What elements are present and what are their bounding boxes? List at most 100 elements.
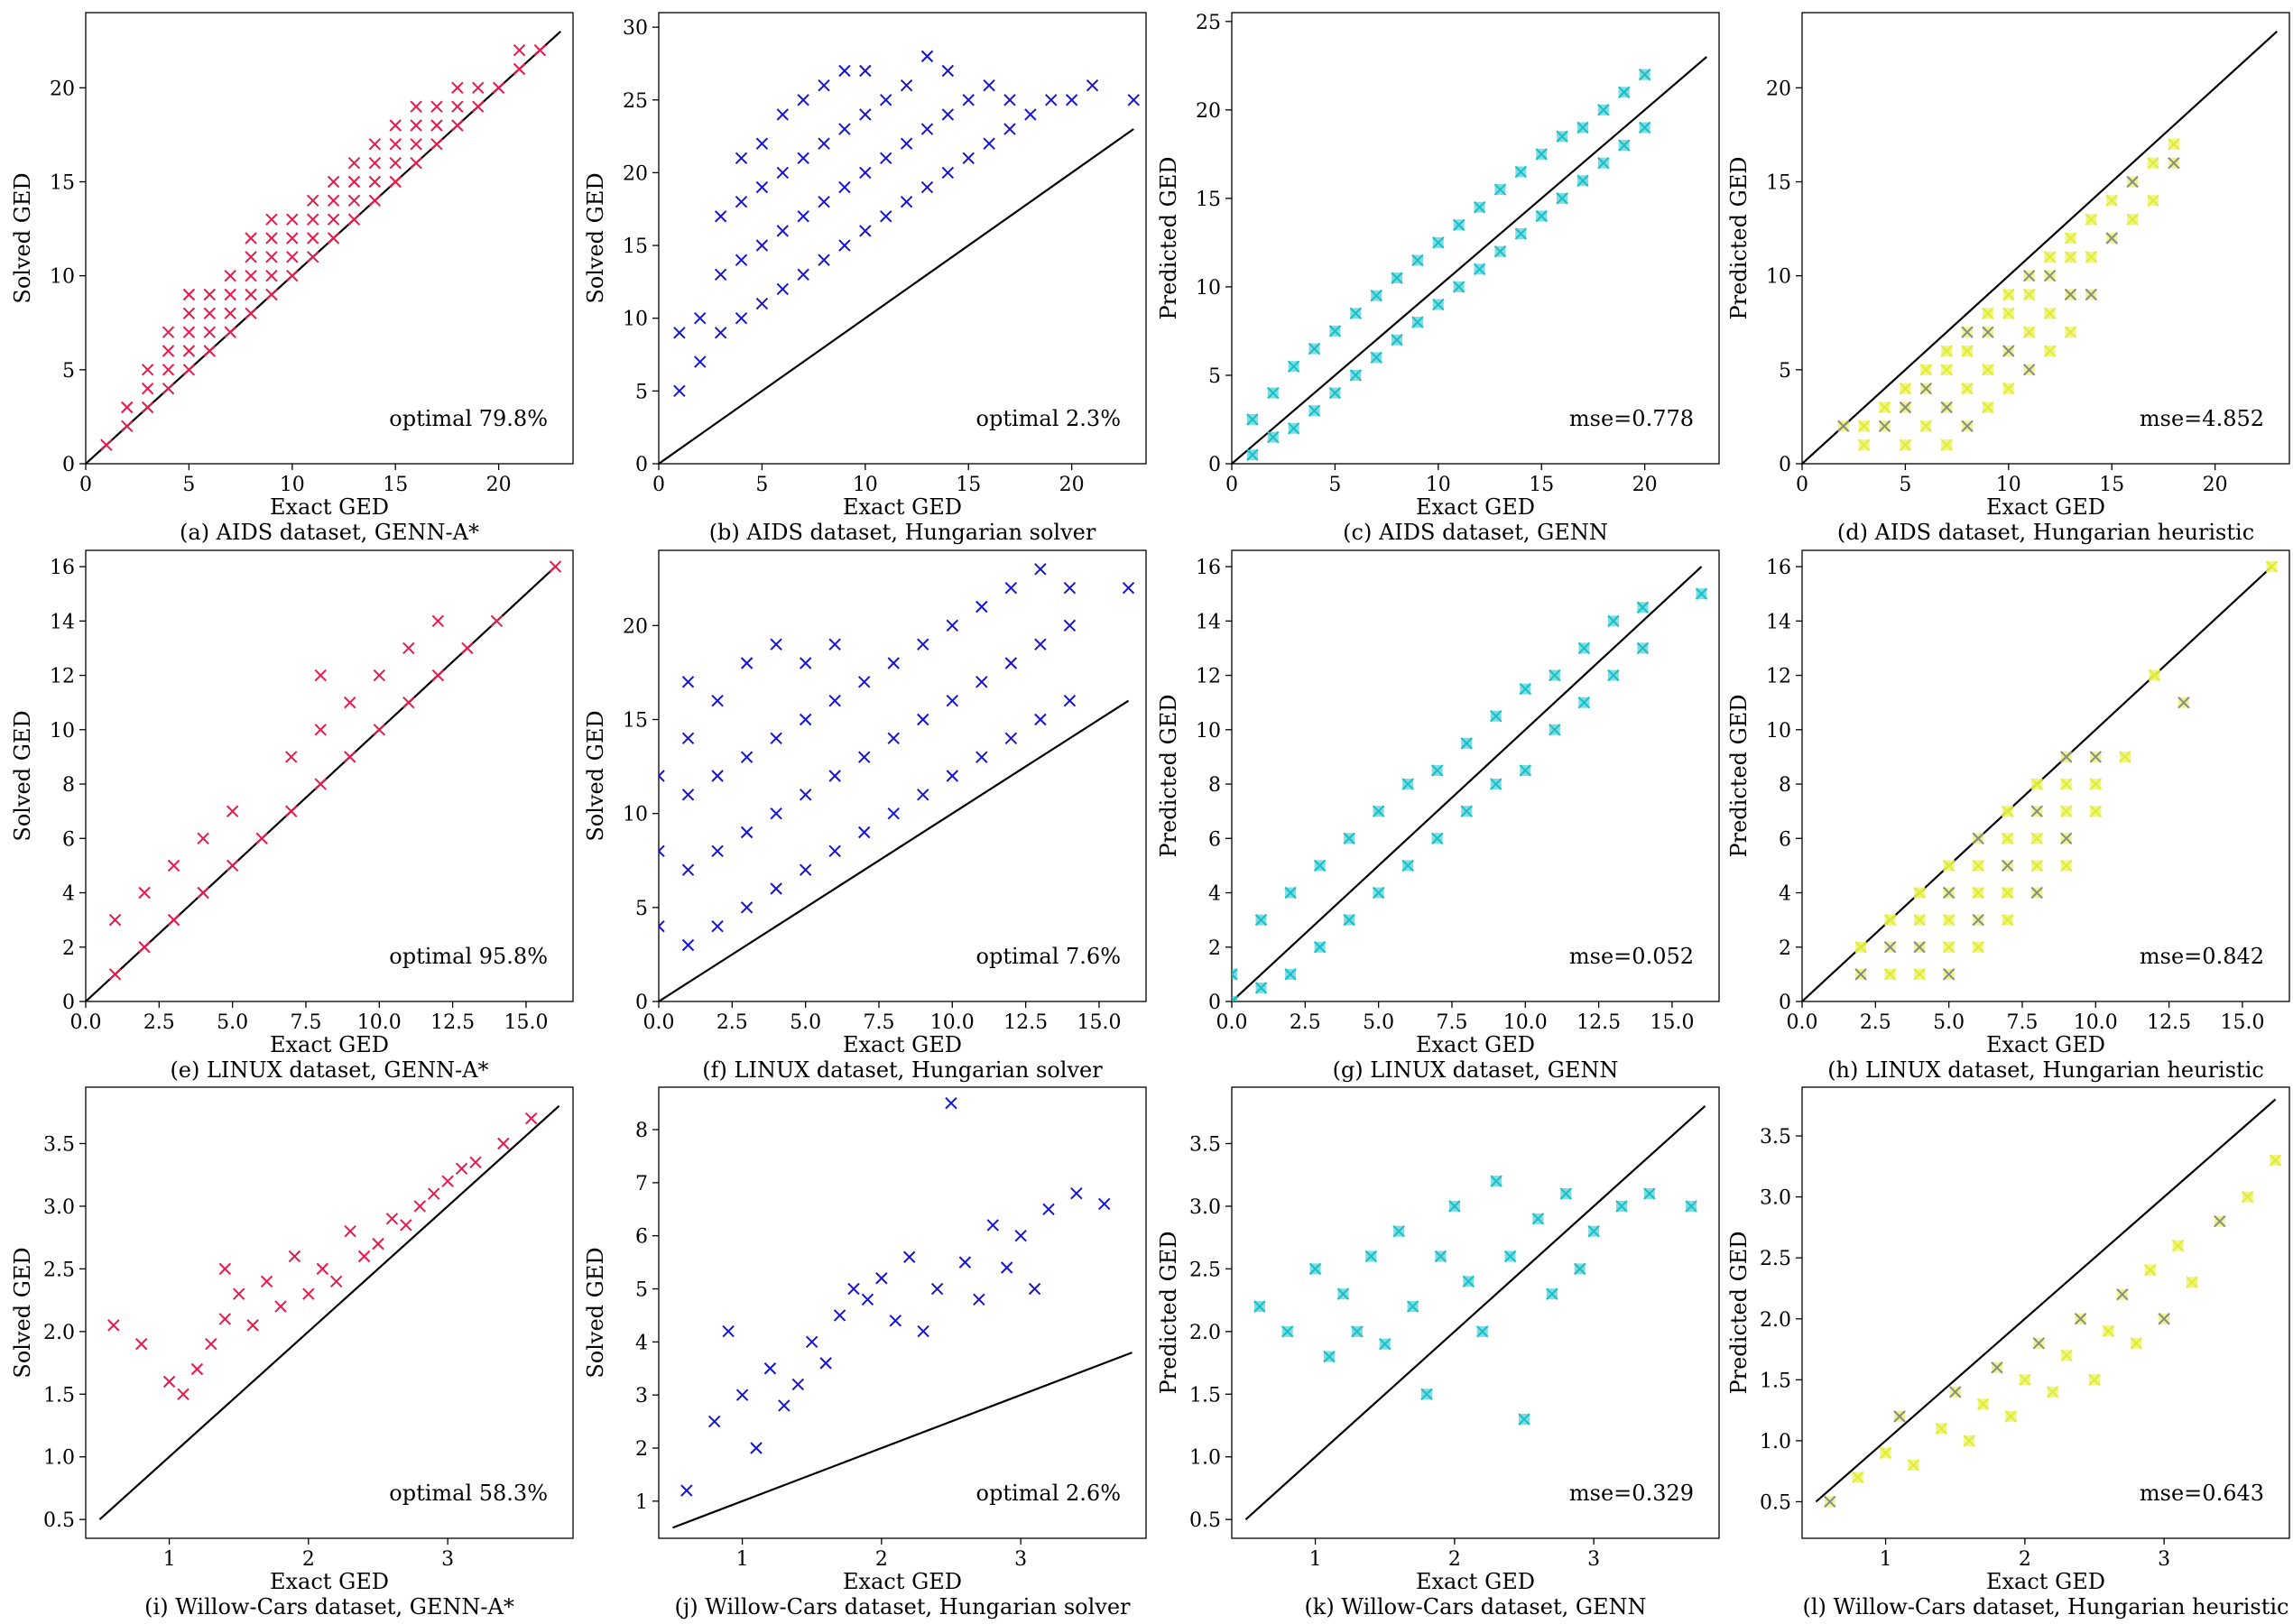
data-point [224, 269, 236, 282]
x-tick-label: 2.5 [717, 1011, 748, 1034]
marks [672, 1096, 1133, 1529]
y-tick-label: 20 [623, 615, 648, 638]
y-tick-label: 1.5 [43, 1384, 75, 1407]
plot-frame [1231, 1086, 1720, 1539]
metric-annotation: optimal 2.3% [976, 406, 1121, 431]
data-point [708, 1415, 721, 1428]
data-point [347, 194, 361, 208]
panel-b: 0 5 10 15 20 0 5 10 15 20 25 30 optimal 2.3% Exact GE… [583, 12, 1147, 545]
data-point [327, 175, 340, 189]
data-point [1519, 682, 1532, 696]
data-point [778, 1399, 791, 1412]
data-point [314, 724, 327, 736]
y-tick-label: 2 [62, 937, 75, 960]
data-point [1098, 1197, 1111, 1211]
data-point [430, 138, 443, 151]
data-point [791, 1378, 804, 1391]
data-point [975, 600, 988, 614]
data-point [776, 225, 789, 237]
data-point [1577, 641, 1591, 655]
x-tick-label: 12.5 [430, 1011, 475, 1034]
data-point [1982, 401, 1994, 414]
data-point [1287, 422, 1300, 435]
data-point [1899, 382, 1912, 395]
data-point [1976, 1398, 1990, 1411]
y-tick-label: 10 [50, 266, 75, 289]
data-point [1913, 941, 1926, 954]
y-tick-label: 3 [635, 1385, 648, 1407]
y-tick-label: 14 [1766, 611, 1791, 633]
y-tick-label: 25 [1196, 12, 1221, 34]
data-point [265, 269, 278, 282]
data-point [455, 1162, 468, 1175]
data-point [1546, 1287, 1558, 1300]
data-point [2242, 1190, 2254, 1204]
x-tick-label: 12.5 [1576, 1011, 1621, 1034]
data-point [1854, 968, 1867, 981]
data-point [838, 180, 851, 194]
x-tick-label: 2.5 [1290, 1011, 1321, 1034]
x-tick-label: 2 [2019, 1548, 2031, 1571]
y-tick-label: 3.0 [1760, 1187, 1791, 1210]
x-tick-label: 12.5 [1003, 1011, 1048, 1034]
data-point [694, 312, 707, 325]
x-tick-label: 15 [1529, 474, 1554, 496]
data-point [1919, 420, 1932, 433]
data-point [828, 638, 841, 651]
data-point [711, 770, 724, 782]
y-tick-label: 20 [1196, 100, 1221, 123]
data-point [973, 1293, 985, 1306]
panel-caption: (h) LINUX dataset, Hungarian heuristic [1827, 1057, 2264, 1083]
y-tick-label: 4 [1779, 883, 1791, 906]
data-point [986, 1219, 999, 1232]
diagonal-line [1232, 566, 1703, 1001]
data-point [2022, 364, 2036, 376]
data-point [2102, 1324, 2115, 1337]
data-point [838, 64, 851, 78]
data-point [740, 657, 754, 669]
data-point [2105, 232, 2118, 245]
data-point [2002, 859, 2014, 872]
data-point [327, 194, 340, 208]
data-point [1577, 696, 1591, 709]
panel-k: 1 2 3 0.5 1.0 1.5 2.0 2.5 3.0 3.5 mse=0.329 Exact G… [1156, 1086, 1720, 1619]
x-tick-label: 2.5 [143, 1011, 175, 1034]
data-point [946, 619, 959, 632]
y-tick-label: 10 [50, 720, 75, 743]
panel-caption: (g) LINUX dataset, GENN [1333, 1057, 1619, 1083]
y-tick-label: 0 [1779, 454, 1791, 476]
data-point [2064, 232, 2077, 245]
data-point [1391, 272, 1403, 284]
y-axis-label: Solved GED [10, 172, 35, 303]
x-tick-label: 1 [736, 1548, 749, 1571]
data-point [799, 713, 812, 726]
data-point [1460, 805, 1473, 817]
data-point [373, 669, 386, 682]
metric-annotation: optimal 7.6% [976, 944, 1121, 969]
y-tick-label: 20 [1766, 78, 1791, 100]
data-point [797, 268, 809, 281]
x-tick-label: 0.0 [70, 1011, 102, 1034]
y-tick-label: 4 [62, 883, 75, 906]
x-tick-label: 5 [1899, 474, 1911, 496]
data-point [1493, 183, 1507, 196]
data-point [962, 94, 975, 106]
data-point [1473, 263, 1486, 276]
data-point [2126, 175, 2139, 189]
plot-frame [658, 12, 1147, 465]
data-point [344, 1225, 356, 1238]
data-point [2030, 886, 2043, 900]
data-point [373, 724, 386, 736]
x-tick-label: 10.0 [357, 1011, 402, 1034]
data-point [2177, 696, 2190, 709]
data-point [490, 614, 504, 628]
data-point [819, 1357, 832, 1370]
data-point [265, 288, 278, 301]
data-point [1232, 995, 1238, 1001]
plot-frame [1801, 1086, 2290, 1539]
marks [1232, 566, 1708, 1001]
data-point [1127, 94, 1140, 106]
data-point [1857, 420, 1871, 433]
data-point [327, 232, 340, 245]
data-point [2002, 805, 2014, 817]
